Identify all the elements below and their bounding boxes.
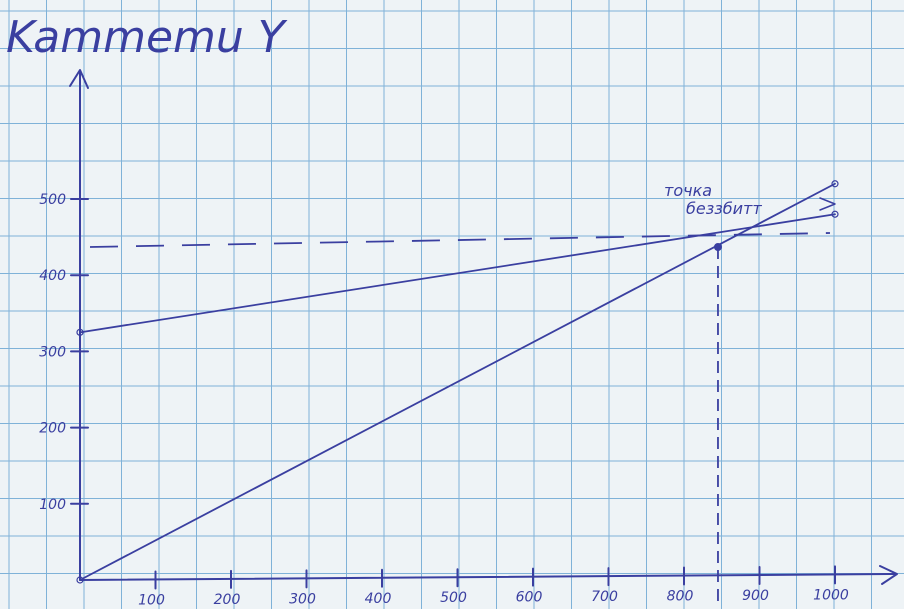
x-tick-label: 300	[289, 591, 316, 607]
y-tick-label: 100	[39, 497, 66, 513]
y-axis-arrow	[69, 69, 89, 89]
y-tick-label: 500	[39, 192, 66, 208]
x-tick-label: 400	[365, 591, 392, 607]
break-even-guides	[89, 197, 836, 604]
x-axis	[79, 573, 897, 581]
x-axis-arrow	[879, 565, 898, 585]
x-tick-label: 500	[440, 590, 467, 606]
break-even-horizontal-dashed	[89, 232, 831, 248]
dashed-arrow-head	[819, 197, 836, 211]
y-tick-label: 200	[39, 421, 66, 437]
x-tick-label: 800	[667, 589, 694, 605]
x-tick-label: 100	[138, 592, 165, 608]
x-tick-label: 900	[742, 588, 769, 604]
break-even-point	[713, 243, 722, 252]
ticks: 100 200 300 400 500 100 200 300 400 500 600 700 800 9…	[39, 192, 849, 608]
x-tick-label: 200	[214, 592, 241, 608]
y-tick-label: 400	[39, 268, 66, 284]
series-point	[831, 210, 839, 218]
series-line-1	[79, 213, 836, 334]
series-point	[76, 328, 84, 336]
chart-title: Kammemu Y	[6, 12, 288, 63]
series-point	[831, 180, 839, 188]
break-even-annotation: точка беззбитт	[664, 181, 762, 218]
x-tick-label: 700	[591, 589, 618, 605]
axes	[69, 69, 898, 585]
x-tick-label: 1000	[813, 587, 849, 603]
series-line-2	[79, 182, 836, 581]
series-point	[76, 576, 84, 584]
x-tick-label: 600	[516, 590, 543, 606]
series-lines	[76, 180, 839, 584]
y-tick-label: 300	[39, 344, 66, 360]
